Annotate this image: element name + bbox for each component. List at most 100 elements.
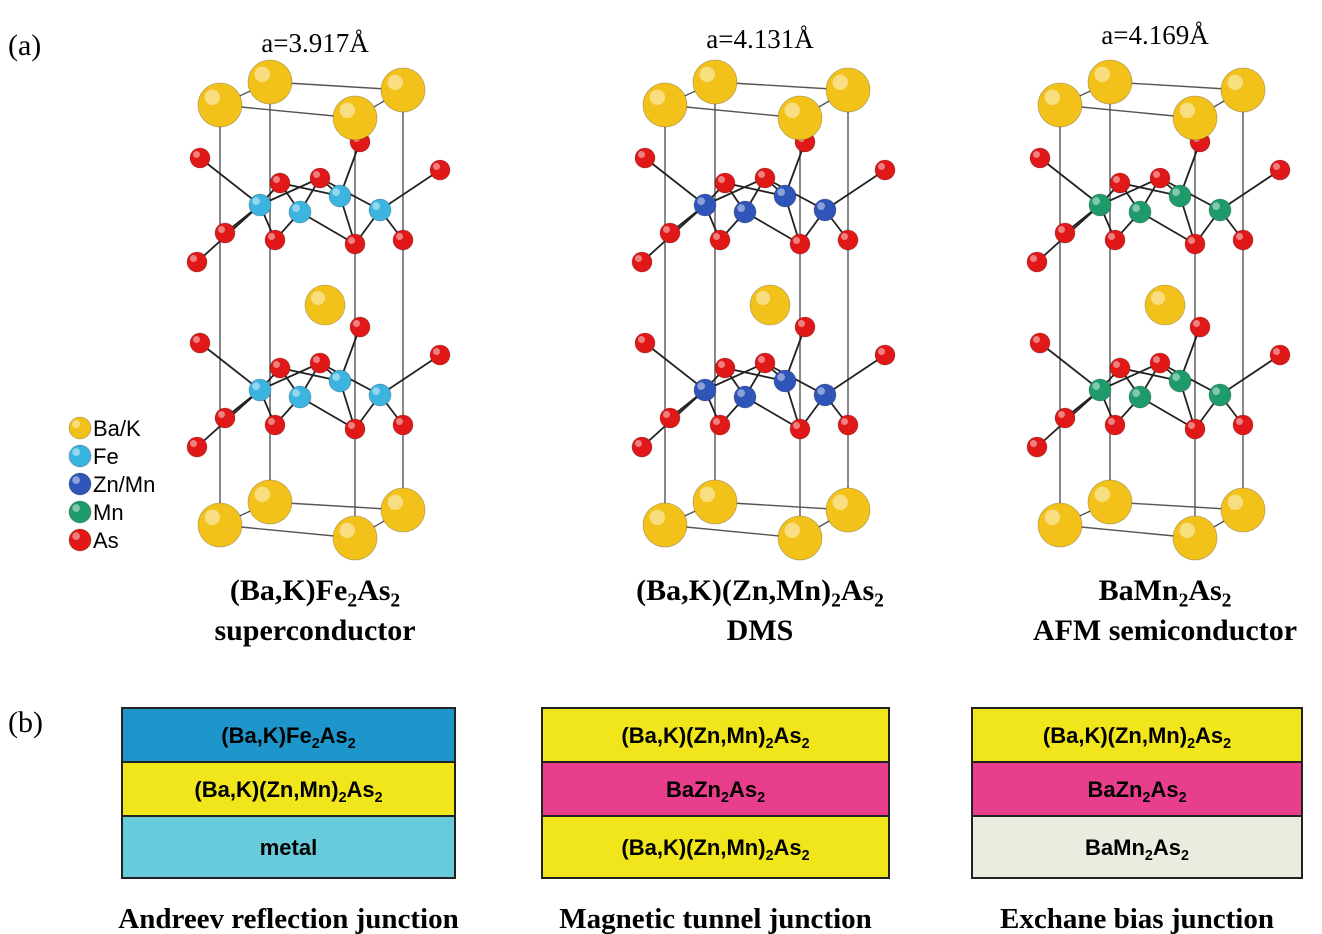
atom bbox=[1184, 418, 1206, 440]
bond bbox=[219, 104, 356, 119]
bond bbox=[714, 501, 849, 511]
atom bbox=[794, 316, 816, 338]
atom-highlight bbox=[1058, 411, 1065, 418]
atom bbox=[1104, 414, 1126, 436]
formula: BaZn2As2 bbox=[1087, 777, 1186, 806]
atom-highlight bbox=[841, 233, 848, 240]
atom-highlight bbox=[218, 226, 225, 233]
atom-highlight bbox=[1273, 163, 1280, 170]
atom-highlight bbox=[699, 486, 715, 502]
atom bbox=[777, 515, 823, 561]
bond bbox=[269, 501, 404, 511]
atom-highlight bbox=[1151, 291, 1165, 305]
atom bbox=[1208, 383, 1232, 407]
atom bbox=[733, 200, 757, 224]
atom bbox=[825, 487, 871, 533]
atom bbox=[709, 414, 731, 436]
bond bbox=[379, 354, 441, 396]
atom-highlight bbox=[72, 420, 80, 428]
subscript: 2 bbox=[1181, 848, 1189, 864]
formula-part: metal bbox=[260, 835, 317, 860]
atom-highlight bbox=[1179, 522, 1196, 538]
atom bbox=[1172, 515, 1218, 561]
atom bbox=[813, 383, 837, 407]
atom-highlight bbox=[396, 418, 403, 425]
atom-highlight bbox=[1033, 336, 1040, 343]
atom-highlight bbox=[817, 387, 826, 395]
atom-highlight bbox=[1236, 418, 1243, 425]
atom bbox=[189, 332, 211, 354]
atom-highlight bbox=[72, 448, 80, 456]
atom-highlight bbox=[433, 163, 440, 170]
atom-highlight bbox=[1188, 237, 1195, 244]
atom-highlight bbox=[1227, 74, 1244, 91]
subscript: 2 bbox=[766, 848, 774, 864]
atom-highlight bbox=[193, 336, 200, 343]
atom bbox=[214, 407, 236, 429]
atom bbox=[773, 369, 797, 393]
subscript: 2 bbox=[1142, 790, 1150, 806]
formula-part: As bbox=[1195, 723, 1223, 748]
atom bbox=[380, 487, 426, 533]
atom bbox=[392, 229, 414, 251]
atom-highlight bbox=[713, 418, 720, 425]
atom bbox=[749, 284, 791, 326]
atom-highlight bbox=[252, 197, 260, 205]
atom-highlight bbox=[190, 440, 197, 447]
junction-name: Andreev reflection junction bbox=[118, 903, 458, 934]
formula-part: (Ba,K)(Zn,Mn) bbox=[636, 574, 831, 607]
atom bbox=[777, 95, 823, 141]
atom bbox=[693, 193, 717, 217]
formula: metal bbox=[260, 835, 317, 860]
formula: BaMn2As2 bbox=[1099, 574, 1232, 612]
atom-highlight bbox=[649, 89, 665, 106]
layer bbox=[971, 815, 1303, 879]
formula-part: BaZn bbox=[1087, 777, 1142, 802]
subscript: 2 bbox=[348, 736, 356, 752]
subscript: 2 bbox=[347, 591, 357, 612]
atom bbox=[1149, 352, 1171, 374]
atom bbox=[1168, 184, 1192, 208]
formula-part: As bbox=[729, 777, 757, 802]
bond bbox=[664, 524, 801, 539]
atom bbox=[197, 502, 243, 548]
atom-highlight bbox=[793, 237, 800, 244]
bond bbox=[1219, 354, 1281, 396]
atom-highlight bbox=[268, 233, 275, 240]
atom-highlight bbox=[292, 204, 300, 212]
atom-highlight bbox=[1033, 151, 1040, 158]
atom-highlight bbox=[372, 202, 380, 210]
atom-highlight bbox=[313, 171, 320, 178]
atom-highlight bbox=[1193, 320, 1200, 327]
atom-highlight bbox=[635, 255, 642, 262]
atom-highlight bbox=[1227, 494, 1244, 510]
subscript: 2 bbox=[757, 790, 765, 806]
atom bbox=[189, 147, 211, 169]
atom bbox=[874, 344, 896, 366]
atom bbox=[1232, 229, 1254, 251]
atom-highlight bbox=[1273, 348, 1280, 355]
subscript: 2 bbox=[1223, 736, 1231, 752]
atom bbox=[186, 436, 208, 458]
atom-highlight bbox=[1132, 389, 1140, 397]
atom-highlight bbox=[268, 418, 275, 425]
atom bbox=[328, 184, 352, 208]
atom-highlight bbox=[758, 171, 765, 178]
subscript: 2 bbox=[802, 736, 810, 752]
bond bbox=[379, 169, 441, 211]
atom-highlight bbox=[254, 66, 270, 83]
atom bbox=[392, 414, 414, 436]
atom bbox=[247, 59, 293, 105]
atom-highlight bbox=[638, 151, 645, 158]
bond bbox=[269, 81, 404, 91]
formula: (Ba,K)(Zn,Mn)2As2 bbox=[621, 835, 809, 864]
atom bbox=[68, 500, 92, 524]
atom-highlight bbox=[1236, 233, 1243, 240]
atom bbox=[186, 251, 208, 273]
bond bbox=[1059, 104, 1196, 119]
formula-part: As bbox=[1150, 777, 1178, 802]
atom bbox=[1269, 344, 1291, 366]
atom-highlight bbox=[841, 418, 848, 425]
atom bbox=[269, 172, 291, 194]
atom-highlight bbox=[649, 509, 665, 525]
